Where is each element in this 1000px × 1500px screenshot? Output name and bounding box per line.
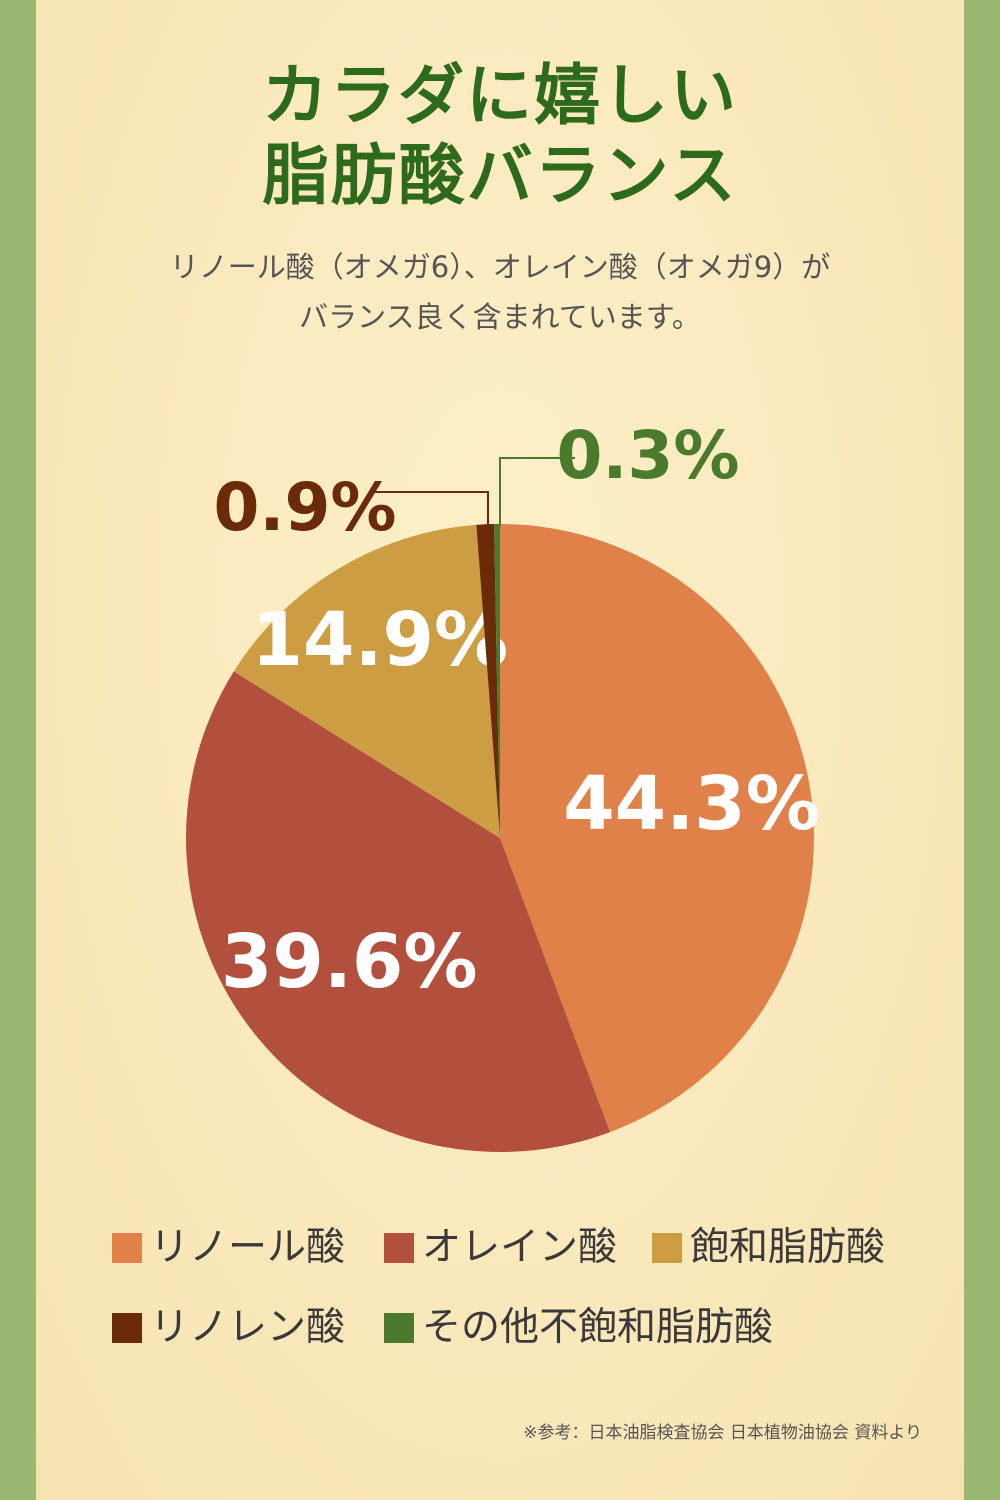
- slice-label-4: 0.9%: [213, 469, 396, 546]
- leader-line-5: [499, 457, 575, 527]
- legend-swatch: [652, 1232, 682, 1263]
- leader-line-4: [372, 491, 489, 527]
- pie-slice-1: [500, 524, 814, 1133]
- slice-label-3: 14.9%: [251, 597, 508, 683]
- legend-item-4: リノレン酸: [112, 1308, 345, 1347]
- legend-swatch: [112, 1232, 142, 1263]
- slice-label-5: 0.3%: [556, 417, 739, 494]
- legend-item-2: オレイン酸: [384, 1228, 617, 1267]
- legend-label: オレイン酸: [422, 1225, 618, 1270]
- slice-label-2: 39.6%: [221, 919, 478, 1005]
- pie-slice-5: [494, 524, 500, 838]
- pie-slice-3: [233, 524, 500, 838]
- legend-label: リノール酸: [150, 1225, 346, 1270]
- subtitle-line-1: リノール酸（オメガ6）、オレイン酸（オメガ9）が: [169, 250, 831, 284]
- subtitle-line-2: バランス良く含まれています。: [299, 300, 701, 334]
- title-line-1: カラダに嬉しい: [262, 56, 738, 134]
- legend-swatch: [112, 1312, 142, 1343]
- legend-swatch: [384, 1312, 414, 1343]
- legend-label: リノレン酸: [150, 1305, 346, 1350]
- slice-label-1: 44.3%: [563, 761, 820, 847]
- title-line-2: 脂肪酸バランス: [262, 136, 738, 214]
- legend-item-1: リノール酸: [112, 1228, 345, 1267]
- legend-swatch: [384, 1232, 414, 1263]
- legend-label: 飽和脂肪酸: [690, 1225, 886, 1270]
- pie-slice-4: [476, 524, 500, 838]
- source-note: ※参考：日本油脂検査協会 日本植物油協会 資料より: [523, 1423, 922, 1443]
- legend-item-3: 飽和脂肪酸: [652, 1228, 885, 1267]
- legend-item-5: その他不飽和脂肪酸: [384, 1308, 773, 1347]
- pie-slice-2: [186, 671, 611, 1152]
- legend-label: その他不飽和脂肪酸: [422, 1305, 774, 1350]
